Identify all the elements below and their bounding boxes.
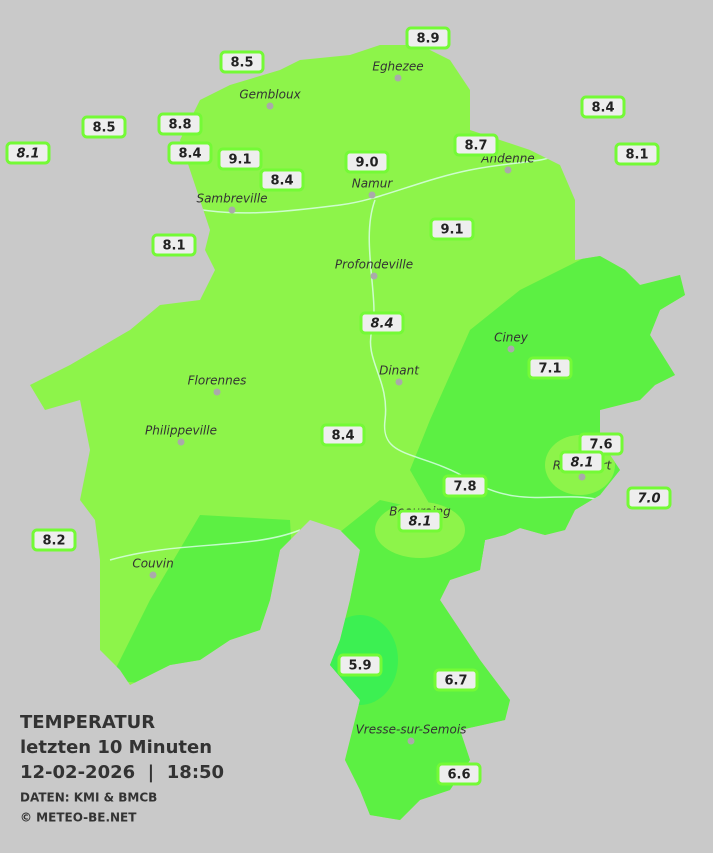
station-box — [433, 668, 479, 692]
station-box — [436, 762, 482, 786]
city-label: Florennes — [188, 374, 247, 388]
city-dot — [213, 388, 221, 396]
station-box — [81, 115, 127, 139]
station-layer: 8.9 8.5 8.4 8.5 8.8 8.1 8.4 9.1 8.1 9.0 8.7 8.4 9.1 8… — [5, 26, 672, 786]
city-label: Dinant — [379, 364, 420, 378]
station-value: 8.1 — [162, 239, 185, 254]
subtitle: letzten 10 Minuten — [20, 737, 212, 758]
city-label: Couvin — [132, 557, 173, 571]
station-value: 6.7 — [444, 674, 467, 689]
station-box — [527, 356, 573, 380]
city-dot — [507, 345, 515, 353]
station-box — [453, 133, 499, 157]
station-box — [559, 450, 605, 474]
station-value: 7.0 — [637, 492, 660, 507]
city-dot — [370, 272, 378, 280]
river — [109, 149, 601, 561]
city-dot — [394, 74, 402, 82]
station-box — [219, 50, 265, 74]
station-box — [344, 150, 390, 174]
station-box — [580, 95, 626, 119]
station-value: 8.9 — [416, 32, 439, 47]
city-label: Namur — [352, 177, 394, 191]
station-box — [31, 528, 77, 552]
city-dot — [266, 102, 274, 110]
station-box — [320, 423, 366, 447]
city-dot — [578, 473, 586, 481]
station-value: 7.6 — [589, 438, 612, 453]
station-box — [429, 217, 475, 241]
station-value: 8.8 — [168, 118, 191, 133]
station-box — [151, 233, 197, 257]
source: DATEN: KMI & BMCB — [20, 791, 157, 805]
datetime: 12-02-2026 | 18:50 — [20, 762, 224, 783]
city-layer: EghezeeGemblouxAndenneNamurSambrevillePr… — [132, 60, 613, 745]
city-label: Profondeville — [335, 258, 413, 272]
city-dot — [228, 206, 236, 214]
city-label: Gembloux — [239, 88, 301, 102]
station-value: 7.8 — [453, 480, 476, 495]
station-value: 8.4 — [178, 147, 201, 162]
city-dot — [407, 737, 415, 745]
city-dot — [177, 438, 185, 446]
station-value: 9.1 — [440, 223, 463, 238]
station-value: 9.1 — [228, 153, 251, 168]
station-value: 8.5 — [230, 56, 253, 71]
station-box — [397, 509, 443, 533]
station-box — [337, 653, 383, 677]
city-dot — [368, 191, 376, 199]
copyright: © METEO-BE.NET — [20, 811, 137, 825]
station-value: 8.4 — [331, 429, 354, 444]
station-value: 8.2 — [42, 534, 65, 549]
title: TEMPERATUR — [20, 712, 155, 733]
station-value: 6.6 — [447, 768, 470, 783]
city-label: Vresse-sur-Semois — [356, 723, 467, 737]
station-box — [614, 142, 660, 166]
station-box — [359, 311, 405, 335]
station-box — [405, 26, 451, 50]
station-value: 5.9 — [348, 659, 371, 674]
city-dot — [149, 571, 157, 579]
station-value: 8.7 — [464, 139, 487, 154]
station-value: 8.1 — [625, 148, 648, 163]
station-box — [259, 168, 305, 192]
station-box — [626, 486, 672, 510]
city-label: Sambreville — [196, 192, 267, 206]
city-label: Philippeville — [145, 424, 217, 438]
station-box — [442, 474, 488, 498]
city-dot — [504, 166, 512, 174]
station-value: 8.5 — [92, 121, 115, 136]
city-label: Eghezee — [372, 60, 423, 74]
station-value: 8.1 — [408, 515, 431, 530]
station-value: 8.1 — [570, 456, 593, 471]
station-value: 8.4 — [270, 174, 293, 189]
station-box — [5, 141, 51, 165]
station-value: 8.1 — [16, 147, 39, 162]
station-value: 8.4 — [591, 101, 614, 116]
city-label: Ciney — [494, 331, 529, 345]
station-box — [167, 141, 213, 165]
station-box — [157, 112, 203, 136]
station-value: 7.1 — [538, 362, 561, 377]
station-value: 9.0 — [355, 156, 378, 171]
city-dot — [395, 378, 403, 386]
station-value: 8.4 — [370, 317, 393, 332]
station-box — [217, 147, 263, 171]
